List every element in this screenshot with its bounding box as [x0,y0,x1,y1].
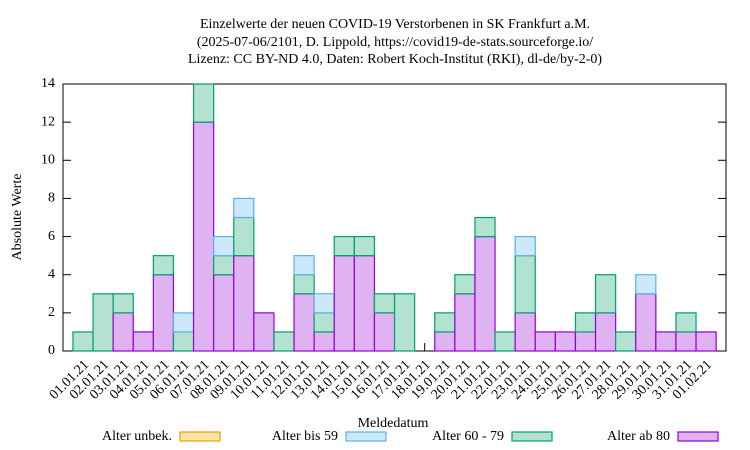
bar-segment [333,255,355,352]
bar-segment [594,312,617,352]
bar-segment [112,312,134,352]
bar-segment [675,312,697,333]
bar-segment [253,312,275,352]
bar-segment [373,293,396,314]
bar-segment [132,331,154,352]
bar-segment [293,255,315,276]
legend-swatch [677,431,719,442]
bar-segment [554,331,577,352]
y-tick-label: 0 [48,343,55,358]
bar-segment [574,331,597,352]
bar-segment [273,331,295,352]
bar-segment [213,255,235,276]
bar-segment [213,235,235,257]
bar-segment [514,312,536,352]
y-axis-label: Absolute Werte [10,174,25,261]
bar-segment [213,274,235,352]
bar-segment [534,331,556,352]
legend-swatch [511,431,553,442]
bar-segment [353,235,376,257]
bar-segment [313,312,335,333]
legend-label: Alter bis 59 [272,429,338,444]
bar-segment [233,255,255,352]
bar-segment [574,312,597,333]
chart-subtitle: (2025-07-06/2101, D. Lippold, https://co… [197,35,593,50]
bar-segment [514,235,536,257]
bar-segment [353,255,376,352]
bar-segment [494,331,516,352]
y-tick-label: 6 [48,229,55,244]
legend-label: Alter 60 - 79 [432,429,504,444]
y-tick-label: 2 [48,305,55,320]
y-tick-label: 12 [41,114,55,129]
bar-segment [373,312,396,352]
bar-segment [112,293,134,314]
legend-swatch [179,431,221,442]
bar-segment [635,293,657,352]
bar-segment [434,312,456,333]
bar-segment [192,121,215,352]
bar-segment [695,331,717,352]
bar-segment [233,197,255,219]
legend-label: Alter unbek. [102,429,172,444]
y-tick-label: 10 [41,153,55,168]
bar-segment [635,274,657,295]
bar-segment [514,255,536,314]
legend-label: Alter ab 80 [607,429,670,444]
bar-segment [594,274,617,314]
bar-segment [192,83,215,123]
bar-segment [454,274,476,295]
bar-segment [172,312,195,333]
y-tick-label: 4 [48,267,55,282]
bar-segment [675,331,697,352]
bar-segment [152,255,175,276]
bar-segment [233,216,255,257]
bar-segment [293,274,315,295]
bar-segment [474,216,496,238]
bar-segment [655,331,677,352]
legend-swatch [345,431,387,442]
bar-segment [293,293,315,352]
bar-segment [434,331,456,352]
bar-segment [152,274,175,352]
bar-segment [72,331,94,352]
bar-segment [333,235,355,257]
chart-subtitle: Lizenz: CC BY-ND 4.0, Daten: Robert Koch… [188,52,602,67]
chart-title: Einzelwerte der neuen COVID-19 Verstorbe… [200,17,590,32]
bar-segment [172,331,195,352]
y-tick-label: 14 [41,76,55,91]
y-tick-label: 8 [48,191,55,206]
x-axis-label: Meldedatum [358,416,429,431]
bar-segment [474,235,496,352]
bar-segment [313,293,335,314]
bar-segment [454,293,476,352]
bar-segment [615,331,637,352]
bar-segment [313,331,335,352]
bar-segment [393,293,416,352]
bar-segment [92,293,114,352]
